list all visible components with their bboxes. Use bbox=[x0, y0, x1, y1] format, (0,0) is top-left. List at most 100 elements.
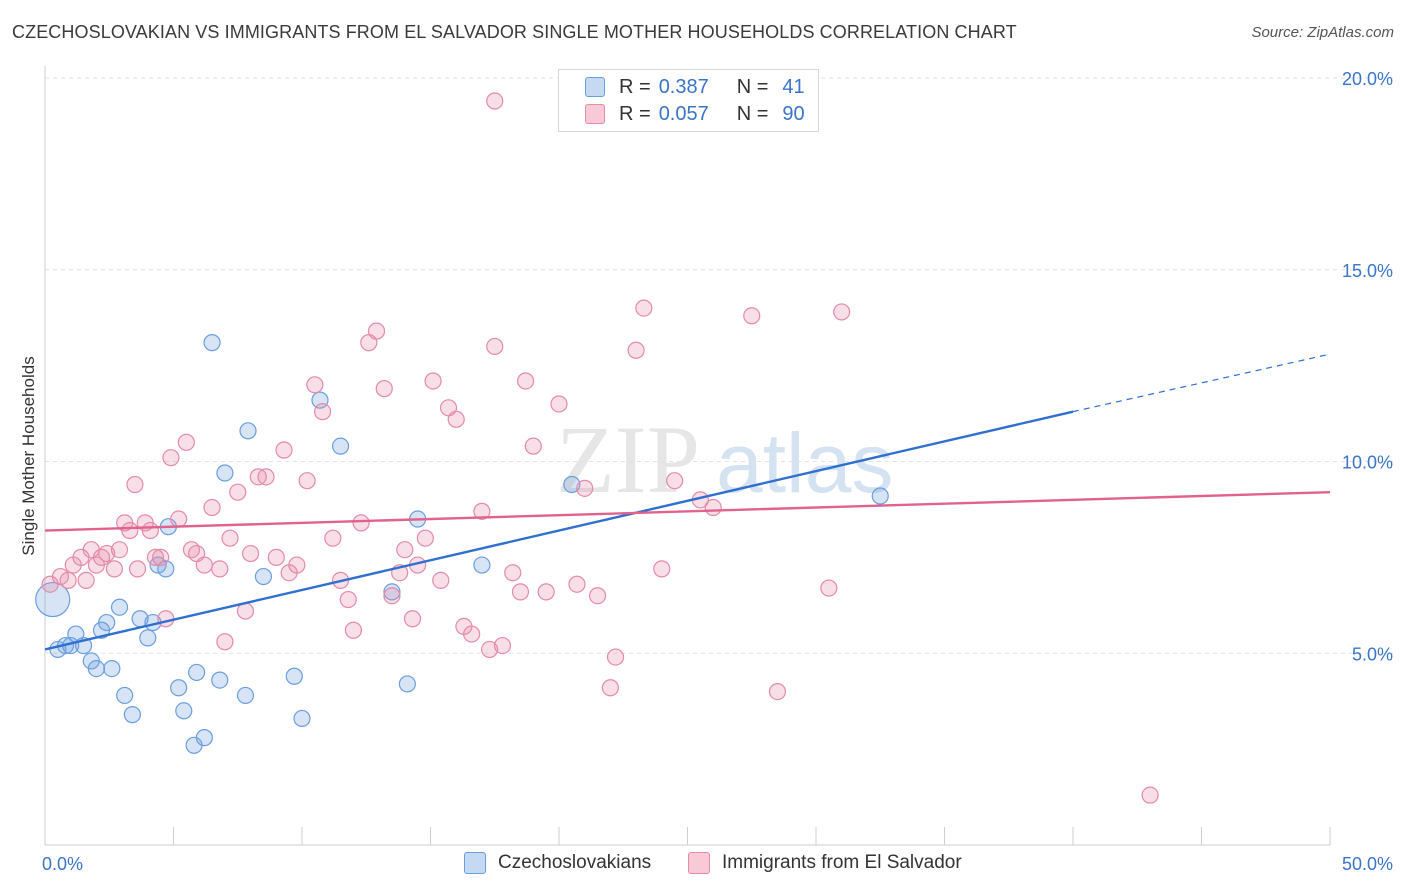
tick-labels: 5.0% 10.0% 15.0% 20.0% 0.0% 50.0% bbox=[42, 69, 1393, 874]
point-czechoslovakians bbox=[188, 663, 206, 682]
point-czechoslovakians bbox=[293, 709, 311, 728]
point-el-salvador bbox=[367, 322, 386, 340]
legend-n-value: 41 bbox=[782, 75, 805, 98]
point-czechoslovakians bbox=[139, 629, 157, 647]
watermark-zip: ZIP bbox=[556, 406, 700, 513]
point-el-salvador bbox=[221, 529, 239, 547]
point-el-salvador bbox=[162, 449, 180, 467]
point-el-salvador bbox=[313, 403, 332, 421]
point-czechoslovakians bbox=[175, 702, 193, 720]
point-czechoslovakians bbox=[103, 659, 121, 678]
point-czechoslovakians bbox=[123, 706, 141, 724]
point-el-salvador bbox=[195, 556, 213, 574]
point-el-salvador bbox=[152, 548, 170, 566]
point-el-salvador bbox=[339, 590, 357, 609]
point-el-salvador bbox=[635, 299, 653, 317]
point-czechoslovakians bbox=[236, 686, 255, 705]
legend-row-czechoslovakians: R = 0.387 N = 41 bbox=[585, 74, 805, 100]
point-czechoslovakians bbox=[398, 675, 416, 693]
legend-swatch-pink bbox=[585, 104, 605, 124]
y-axis-label: Single Mother Households bbox=[19, 356, 38, 555]
y-tick-label: 10.0% bbox=[1342, 453, 1393, 473]
point-el-salvador bbox=[105, 560, 123, 578]
point-el-salvador bbox=[298, 472, 316, 490]
bottom-legend-label: Immigrants from El Salvador bbox=[722, 852, 962, 873]
point-czechoslovakians bbox=[239, 422, 257, 440]
point-el-salvador bbox=[424, 372, 442, 390]
bottom-legend-czechoslovakians: Czechoslovakians bbox=[464, 852, 651, 874]
point-el-salvador bbox=[833, 303, 851, 321]
point-el-salvador bbox=[743, 307, 761, 325]
point-el-salvador bbox=[288, 556, 306, 574]
point-el-salvador bbox=[211, 560, 229, 578]
point-el-salvador bbox=[242, 544, 260, 563]
point-el-salvador bbox=[257, 468, 275, 486]
point-el-salvador bbox=[110, 541, 129, 559]
trend-line-extension bbox=[1072, 353, 1331, 413]
point-el-salvador bbox=[396, 541, 414, 559]
axes bbox=[44, 66, 1331, 846]
trend-line-czechoslovakians bbox=[44, 410, 1074, 651]
bottom-legend-el-salvador: Immigrants from El Salvador bbox=[688, 852, 962, 874]
x-tick-label: 50.0% bbox=[1342, 854, 1393, 874]
point-czechoslovakians bbox=[170, 679, 188, 697]
point-el-salvador bbox=[1141, 786, 1159, 804]
point-el-salvador bbox=[216, 633, 234, 651]
point-el-salvador bbox=[383, 587, 401, 605]
y-tick-label: 15.0% bbox=[1342, 261, 1393, 281]
point-el-salvador bbox=[627, 341, 645, 359]
point-el-salvador bbox=[77, 571, 95, 589]
point-el-salvador bbox=[432, 571, 450, 589]
point-czechoslovakians bbox=[116, 686, 134, 705]
point-el-salvador bbox=[128, 560, 147, 578]
point-el-salvador bbox=[601, 679, 620, 697]
point-el-salvador bbox=[51, 567, 70, 586]
point-el-salvador bbox=[576, 479, 594, 497]
chart-source: Source: ZipAtlas.com bbox=[1251, 24, 1394, 41]
y-tick-label: 5.0% bbox=[1352, 644, 1393, 664]
point-czechoslovakians bbox=[195, 729, 213, 747]
trend-line-el-salvador bbox=[44, 490, 1331, 532]
point-el-salvador bbox=[486, 337, 504, 356]
point-czechoslovakians bbox=[563, 475, 581, 494]
legend-swatch-blue bbox=[585, 77, 605, 97]
bottom-legend-swatch-blue bbox=[464, 852, 486, 874]
point-el-salvador bbox=[447, 410, 465, 428]
point-el-salvador bbox=[820, 579, 838, 597]
legend-r-label: R = bbox=[619, 102, 651, 125]
point-el-salvador bbox=[481, 640, 499, 659]
point-el-salvador bbox=[306, 376, 324, 394]
point-el-salvador bbox=[121, 521, 139, 540]
point-czechoslovakians bbox=[216, 464, 234, 482]
point-el-salvador bbox=[550, 395, 568, 413]
point-el-salvador bbox=[768, 682, 787, 701]
point-el-salvador bbox=[524, 437, 542, 455]
point-el-salvador bbox=[403, 610, 422, 628]
legend-n-value: 90 bbox=[782, 102, 805, 125]
legend-r-value: 0.057 bbox=[658, 102, 709, 125]
point-el-salvador bbox=[537, 583, 555, 601]
point-czechoslovakians bbox=[383, 583, 401, 601]
point-el-salvador bbox=[666, 472, 684, 490]
point-el-salvador bbox=[416, 529, 434, 547]
point-el-salvador bbox=[146, 548, 165, 566]
point-czechoslovakians bbox=[331, 437, 350, 455]
point-czechoslovakians bbox=[254, 567, 273, 586]
point-el-salvador bbox=[324, 529, 342, 547]
point-czechoslovakians bbox=[285, 667, 303, 685]
point-el-salvador bbox=[177, 433, 195, 451]
point-el-salvador bbox=[504, 564, 522, 582]
point-el-salvador bbox=[98, 544, 116, 563]
point-czechoslovakians bbox=[203, 334, 221, 352]
point-el-salvador bbox=[275, 441, 293, 459]
point-el-salvador bbox=[486, 92, 504, 110]
correlation-legend: R = 0.387 N = 41 R = 0.057 N = 90 bbox=[558, 69, 819, 132]
x-tick-label: 0.0% bbox=[42, 854, 83, 874]
point-el-salvador bbox=[141, 521, 159, 540]
point-el-salvador bbox=[511, 583, 530, 601]
watermark: ZIP atlas bbox=[556, 406, 893, 513]
legend-n-label: N = bbox=[736, 102, 769, 125]
point-czechoslovakians bbox=[211, 671, 229, 689]
point-czechoslovakians bbox=[871, 487, 889, 505]
